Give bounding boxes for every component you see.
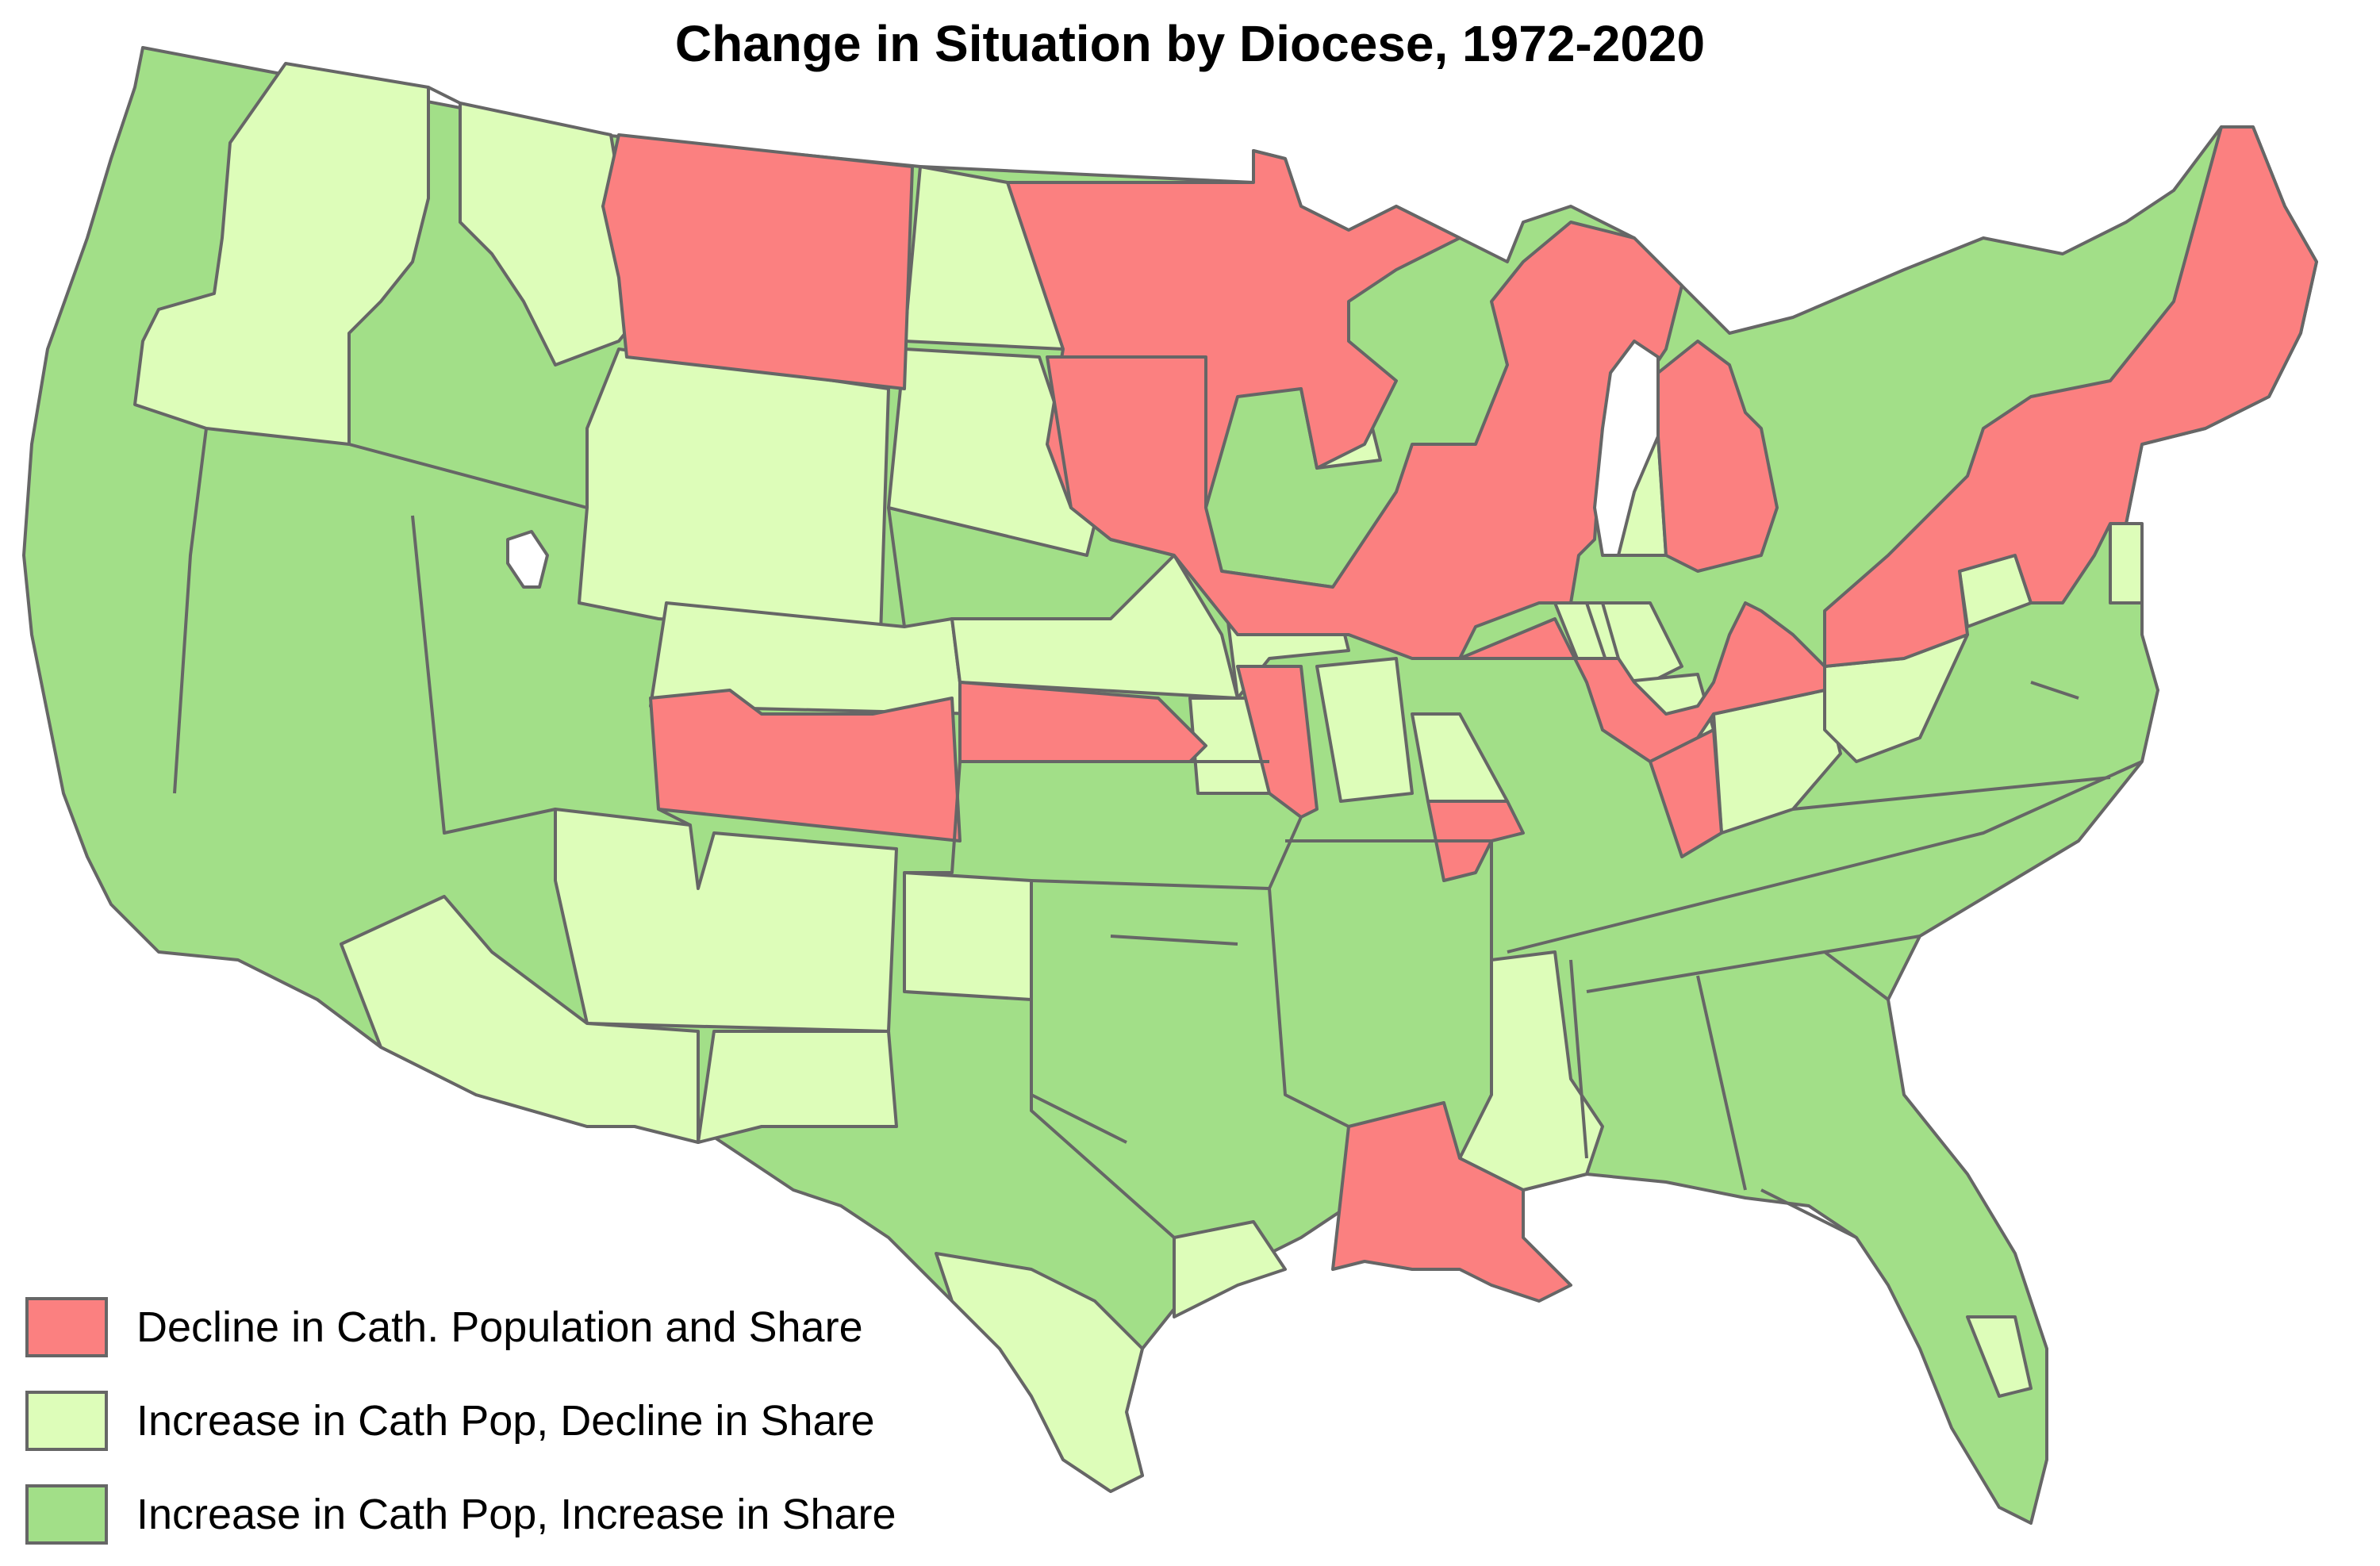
region-louisiana: [1331, 1101, 1572, 1303]
great-salt-lake: [506, 530, 549, 589]
legend-swatch-decline: [25, 1297, 108, 1357]
lakes: [506, 340, 1660, 589]
legend-item-decline: Decline in Cath. Population and Share: [25, 1285, 896, 1369]
region-mt-east: [601, 133, 914, 390]
region-sd-west: [887, 347, 1096, 557]
diocese-boundaries: [173, 86, 2143, 1239]
legend-swatch-pop-up-share-down: [25, 1391, 108, 1451]
region-fl-south: [1966, 1315, 2033, 1398]
page-title: Change in Situation by Diocese, 1972-202…: [674, 15, 1706, 72]
region-nj-de: [2109, 522, 2144, 605]
legend-swatch-pop-up-share-up: [25, 1484, 108, 1545]
legend-item-pop-up-share-down: Increase in Cath Pop, Decline in Share: [25, 1379, 896, 1463]
legend-label-pop-up-share-down: Increase in Cath Pop, Decline in Share: [136, 1397, 875, 1445]
region-mo-kc-strip: [1236, 665, 1319, 819]
region-ms-al-south: [1458, 950, 1604, 1192]
region-tx-south: [935, 1252, 1144, 1493]
region-co-east: [649, 689, 962, 842]
legend-label-decline: Decline in Cath. Population and Share: [136, 1303, 863, 1351]
region-wy: [578, 347, 890, 636]
region-ky-west: [1649, 728, 1723, 858]
lake-michigan: [1593, 340, 1660, 557]
region-tx-se: [1173, 1220, 1287, 1318]
legend-label-pop-up-share-up: Increase in Cath Pop, Increase in Share: [136, 1491, 896, 1538]
legend: Decline in Cath. Population and Share In…: [25, 1285, 896, 1566]
region-tx-panhandle: [903, 871, 1033, 1001]
region-ks-west: [958, 681, 1207, 763]
region-il-in-oh: [1458, 125, 2318, 763]
region-lower-mi: [1656, 340, 1779, 573]
region-nm-south: [697, 1030, 898, 1144]
region-az-nm-north: [554, 808, 898, 1033]
legend-item-pop-up-share-up: Increase in Cath Pop, Increase in Share: [25, 1472, 896, 1556]
